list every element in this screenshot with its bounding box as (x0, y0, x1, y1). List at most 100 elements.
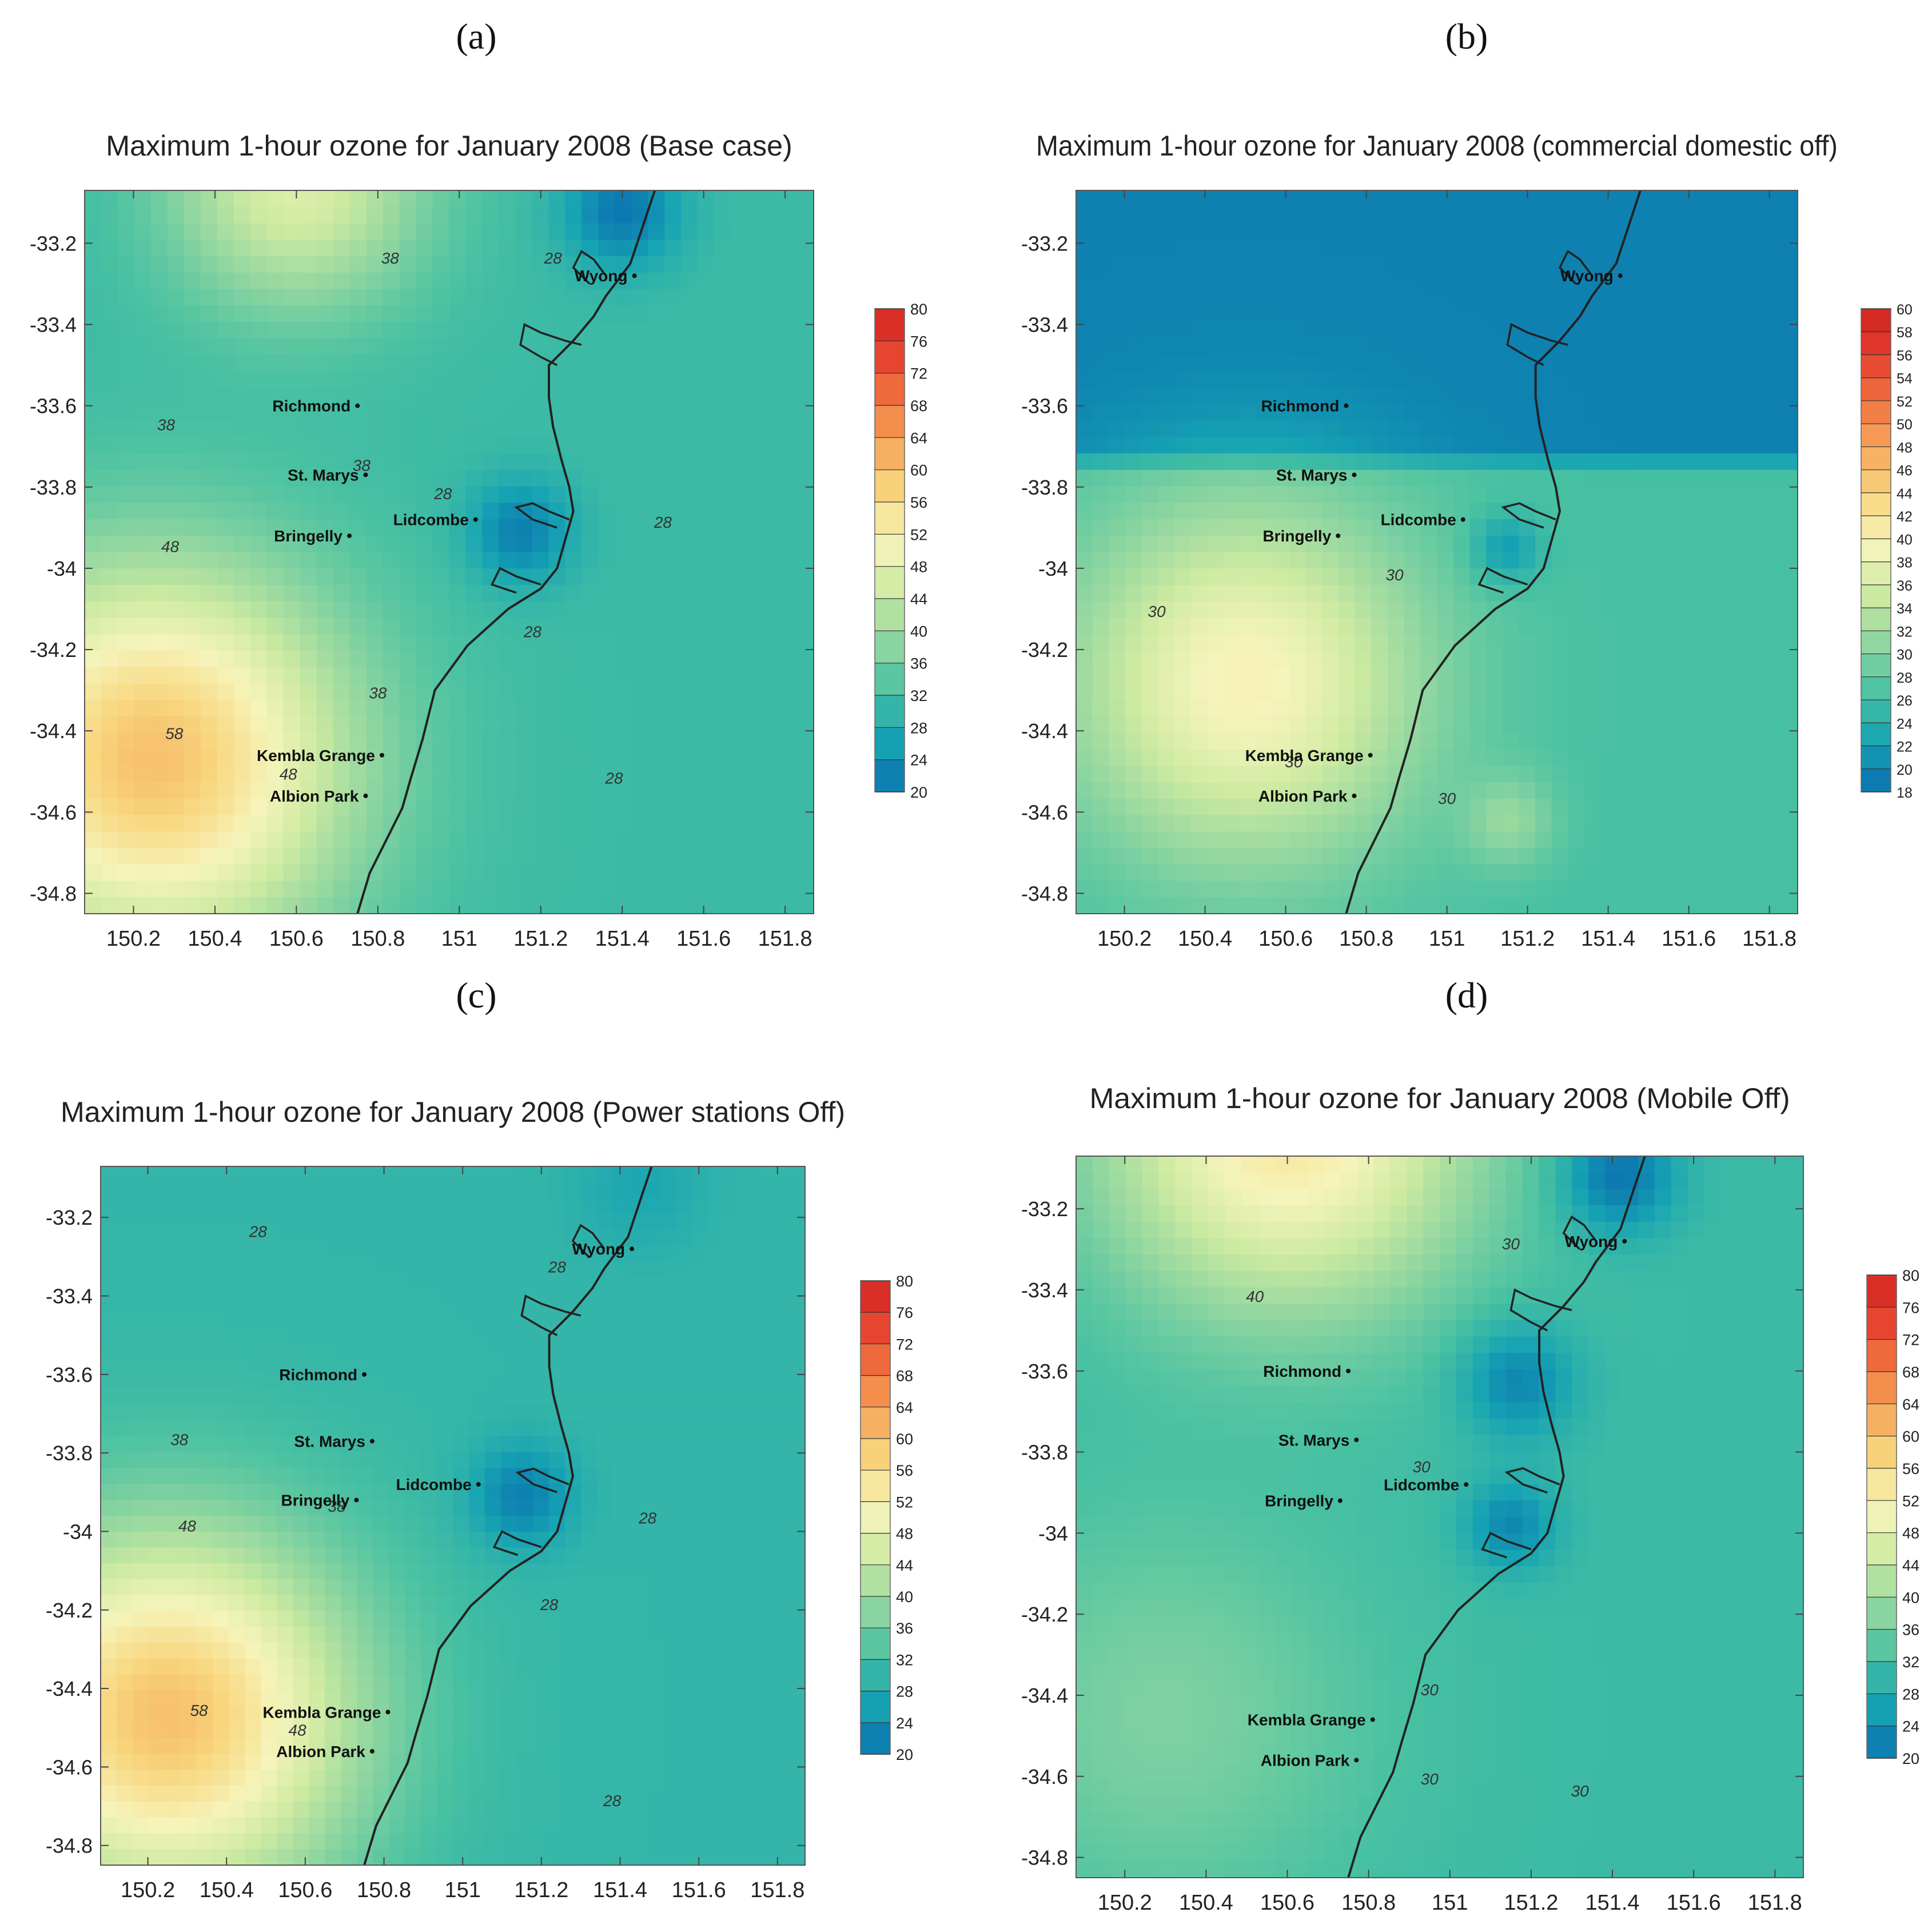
field-cell (1174, 798, 1192, 816)
field-cell (731, 305, 748, 322)
field-cell (1781, 585, 1798, 602)
field-cell (366, 404, 384, 421)
field-cell (184, 716, 201, 734)
field-cell (229, 1309, 245, 1326)
field-cell (482, 601, 500, 619)
field-cell (1076, 240, 1093, 257)
colorbar-segment (875, 695, 905, 728)
field-cell (1502, 897, 1520, 914)
field-cell (714, 766, 731, 783)
field-cell (1617, 881, 1634, 898)
field-cell (1420, 766, 1437, 783)
field-cell (184, 585, 201, 602)
field-cell (698, 503, 715, 520)
field-cell (482, 437, 500, 454)
field-cell (133, 1357, 149, 1373)
field-cell (200, 305, 218, 322)
field-cell (1764, 848, 1782, 865)
field-cell (233, 815, 251, 832)
field-cell (184, 190, 201, 208)
field-cell (316, 388, 334, 405)
field-cell (277, 1595, 293, 1612)
field-cell (229, 1277, 245, 1294)
colorbar-tick-label: 56 (910, 494, 927, 511)
field-cell (1535, 815, 1552, 832)
field-cell (399, 190, 417, 208)
field-cell (1486, 354, 1503, 372)
field-cell (1109, 371, 1126, 388)
field-cell (1125, 864, 1142, 882)
field-cell (277, 1531, 293, 1548)
field-cell (1355, 782, 1372, 799)
colorbar-segment (1861, 768, 1891, 792)
field-cell (165, 1786, 181, 1802)
field-cell (598, 848, 616, 865)
field-cell (325, 1293, 341, 1310)
field-cell (615, 535, 632, 553)
field-cell (797, 618, 814, 635)
field-cell (1748, 568, 1766, 585)
field-cell (1519, 388, 1536, 405)
field-cell (1322, 420, 1339, 438)
field-cell (316, 437, 334, 454)
field-cell (150, 897, 168, 914)
field-cell (1683, 585, 1700, 602)
field-cell (349, 256, 367, 273)
field-cell (1650, 749, 1667, 767)
field-cell (341, 1547, 357, 1564)
field-cell (532, 420, 549, 438)
field-cell (325, 1468, 341, 1485)
field-cell (1781, 272, 1798, 290)
field-cell (117, 1484, 133, 1501)
field-cell (581, 388, 599, 405)
field-cell (432, 289, 450, 306)
field-cell (1617, 683, 1634, 701)
field-cell (1207, 618, 1224, 635)
field-cell (1666, 206, 1683, 224)
field-cell (664, 864, 682, 882)
field-cell (1289, 831, 1306, 849)
field-cell (1092, 700, 1110, 717)
field-cell (300, 848, 317, 865)
field-cell (300, 766, 317, 783)
field-cell (300, 371, 317, 388)
field-cell (1174, 716, 1192, 734)
field-cell (1437, 272, 1454, 290)
field-cell (349, 206, 367, 224)
field-cell (266, 223, 284, 241)
field-cell (283, 651, 301, 668)
field-cell (1469, 453, 1487, 471)
field-cell (134, 437, 152, 454)
field-cell (229, 1436, 245, 1453)
field-cell (366, 371, 384, 388)
field-cell (1748, 354, 1766, 372)
field-cell (373, 1277, 389, 1294)
field-cell (432, 568, 450, 585)
field-cell (1158, 420, 1175, 438)
field-cell (399, 404, 417, 421)
field-cell (200, 864, 218, 882)
field-cell (261, 1547, 277, 1564)
field-cell (1240, 453, 1257, 471)
field-cell (515, 683, 533, 701)
field-cell (1519, 634, 1536, 651)
field-cell (449, 190, 467, 208)
field-cell (1355, 535, 1372, 553)
field-cell (1190, 651, 1208, 668)
field-cell (383, 289, 400, 306)
field-cell (293, 1786, 309, 1802)
field-cell (229, 1801, 245, 1818)
field-cell (548, 206, 566, 224)
field-cell (316, 256, 334, 273)
field-cell (631, 881, 649, 898)
field-cell (133, 1563, 149, 1580)
field-cell (565, 667, 583, 684)
field-cell (184, 749, 201, 767)
field-cell (1519, 732, 1536, 750)
field-cell (357, 1770, 373, 1786)
field-cell (261, 1325, 277, 1342)
field-cell (85, 190, 102, 208)
field-cell (1699, 831, 1716, 849)
field-cell (1240, 651, 1257, 668)
field-cell (1568, 453, 1585, 471)
